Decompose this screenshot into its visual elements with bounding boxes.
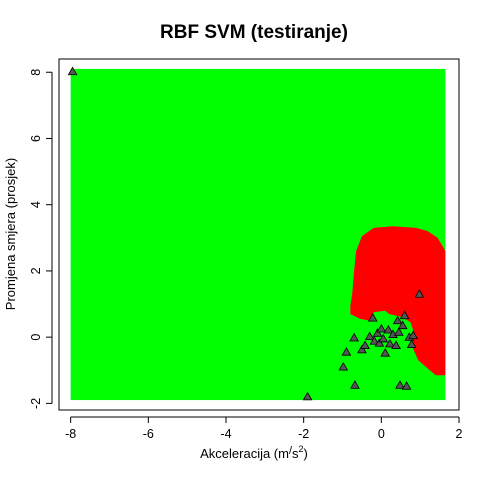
data-point <box>376 323 387 333</box>
chart-title: RBF SVM (testiranje) <box>160 22 348 43</box>
data-point <box>393 327 404 336</box>
y-tick-label: 0 <box>29 334 43 341</box>
y-tick-label: -2 <box>29 398 43 409</box>
class-region-red <box>350 226 446 376</box>
y-axis-label: Promjena smjera (prosjek) <box>3 158 18 310</box>
data-point <box>391 340 401 349</box>
data-point <box>67 66 78 76</box>
data-point <box>383 324 394 334</box>
data-point <box>408 330 419 340</box>
data-point <box>341 347 352 356</box>
data-point <box>369 336 380 345</box>
x-tick-label: -6 <box>143 427 154 441</box>
y-axis: -2 0 2 4 6 8 <box>29 69 53 409</box>
y-tick-label: 4 <box>29 201 43 208</box>
data-point <box>384 338 395 348</box>
plot-border <box>58 58 460 411</box>
data-point <box>395 380 405 389</box>
data-point <box>392 315 403 325</box>
data-point <box>378 333 389 343</box>
data-point <box>399 310 410 320</box>
y-tick-label: 6 <box>29 135 43 142</box>
x-tick-label: -8 <box>65 427 76 441</box>
x-axis-label-exponent: 2 <box>299 444 304 454</box>
x-tick-label: 0 <box>378 427 385 441</box>
data-point <box>349 332 360 342</box>
data-point <box>302 391 313 401</box>
data-point <box>380 348 391 357</box>
x-tick-label: -2 <box>298 427 309 441</box>
y-tick-label: 2 <box>29 267 43 274</box>
x-tick-label: -4 <box>220 427 231 441</box>
x-axis-label-slash: / <box>289 445 293 457</box>
data-point <box>397 320 408 330</box>
data-point <box>414 289 425 298</box>
data-point <box>350 380 360 389</box>
data-point <box>357 344 367 354</box>
x-tick-label: 2 <box>456 427 463 441</box>
x-axis-label-unit: s <box>292 446 299 461</box>
data-point <box>401 381 412 390</box>
x-axis-label-suffix: ) <box>304 446 308 461</box>
data-point <box>372 328 383 337</box>
data-point <box>338 361 349 371</box>
x-axis-label-prefix: Akceleracija (m <box>200 446 289 461</box>
y-tick-label: 8 <box>29 69 43 76</box>
x-axis-label: Akceleracija (m/s2) <box>200 444 308 461</box>
data-point <box>360 340 370 349</box>
x-axis: -8 -6 -4 -2 0 2 <box>65 416 463 441</box>
data-point <box>406 339 417 348</box>
data-point <box>367 312 378 322</box>
data-point <box>364 331 375 341</box>
plot-area <box>67 66 446 401</box>
data-point <box>374 338 385 347</box>
